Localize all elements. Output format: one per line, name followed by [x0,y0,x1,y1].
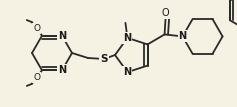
Text: N: N [123,67,132,77]
Text: N: N [58,65,66,75]
Text: N: N [123,33,132,43]
Text: O: O [33,24,40,33]
Text: O: O [33,73,40,82]
Text: O: O [162,8,169,18]
Text: S: S [100,54,108,64]
Text: N: N [58,31,66,41]
Text: N: N [178,31,187,41]
